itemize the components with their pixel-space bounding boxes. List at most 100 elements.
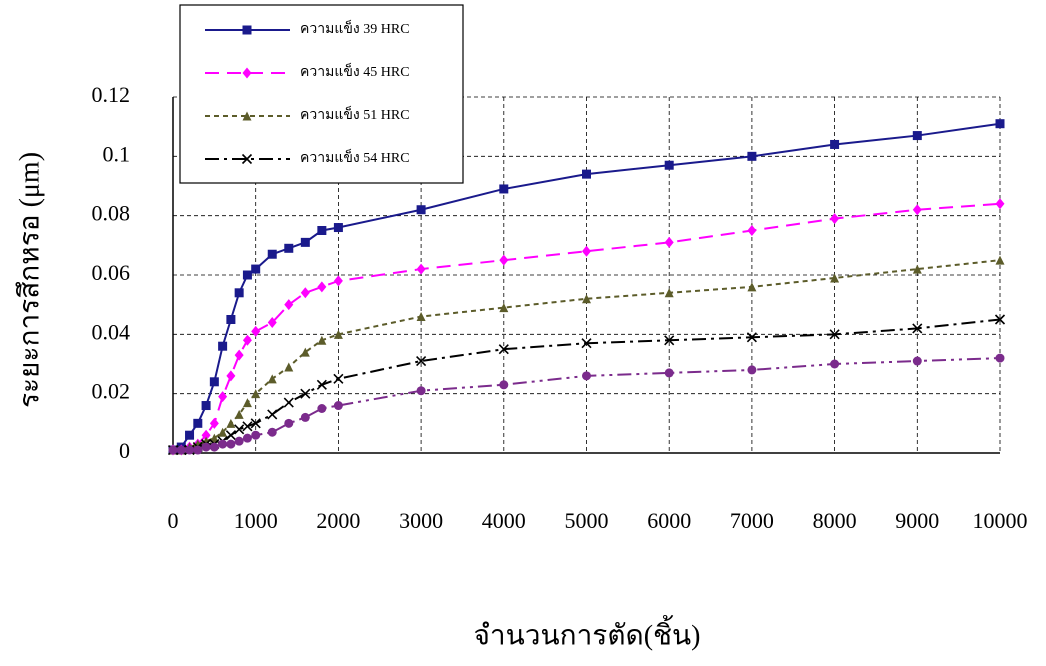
marker [664, 335, 675, 346]
marker [995, 119, 1005, 129]
marker [664, 236, 674, 248]
marker [193, 418, 203, 428]
marker [284, 299, 294, 311]
marker [267, 249, 277, 259]
marker [995, 353, 1005, 363]
marker [499, 254, 509, 266]
marker [242, 334, 252, 346]
marker [499, 380, 509, 390]
marker [242, 25, 252, 35]
marker [201, 429, 211, 441]
marker [581, 338, 592, 349]
x-tick-label: 4000 [482, 508, 526, 533]
marker [912, 323, 923, 334]
marker [234, 349, 244, 361]
x-tick-label: 6000 [647, 508, 691, 533]
x-tick-label: 1000 [234, 508, 278, 533]
x-tick-label: 10000 [973, 508, 1028, 533]
marker [995, 255, 1005, 265]
marker [242, 398, 252, 408]
x-tick-label: 8000 [813, 508, 857, 533]
marker [830, 359, 840, 369]
x-tick-label: 0 [168, 508, 179, 533]
marker [234, 424, 245, 435]
marker [267, 316, 277, 328]
marker [416, 386, 426, 396]
marker [664, 288, 674, 298]
marker [226, 370, 236, 382]
marker [912, 204, 922, 216]
marker [242, 111, 252, 121]
marker [242, 421, 253, 432]
marker [746, 332, 757, 343]
marker [316, 379, 327, 390]
marker [284, 362, 294, 372]
legend-label: ความแข็ง 45 HRC [300, 62, 410, 80]
marker [912, 264, 922, 274]
marker [333, 275, 343, 287]
marker [267, 427, 277, 437]
legend-label: ความแข็ง 54 HRC [300, 148, 410, 166]
marker [218, 391, 228, 403]
legend-label: ความแข็ง 39 HRC [300, 19, 410, 37]
marker [267, 374, 277, 384]
marker [912, 131, 922, 141]
x-axis-label: จำนวนการตัด(ชิ้น) [473, 614, 700, 651]
marker [185, 445, 195, 455]
marker [226, 439, 236, 449]
marker [664, 160, 674, 170]
y-tick-label: 0.02 [92, 379, 131, 404]
marker [234, 288, 244, 298]
x-tick-label: 5000 [565, 508, 609, 533]
marker [829, 329, 840, 340]
marker [226, 418, 236, 428]
y-tick-label: 0.12 [92, 82, 131, 107]
marker [416, 205, 426, 215]
marker [226, 315, 236, 324]
marker [333, 401, 343, 411]
marker [218, 427, 228, 437]
marker [168, 445, 178, 455]
marker [225, 430, 236, 441]
marker [664, 368, 674, 378]
marker [499, 303, 509, 313]
marker [498, 344, 509, 355]
marker [317, 335, 327, 345]
marker [317, 404, 327, 413]
marker [241, 153, 253, 165]
marker [251, 430, 261, 440]
marker [242, 270, 252, 280]
marker [747, 225, 757, 236]
x-tick-label: 2000 [316, 508, 360, 533]
marker [747, 151, 757, 161]
marker [333, 223, 343, 233]
legend-box [179, 4, 464, 184]
series-line [173, 357, 1001, 452]
marker [193, 445, 203, 455]
marker [300, 388, 311, 399]
marker [267, 409, 278, 420]
marker [250, 418, 261, 429]
marker [300, 412, 310, 422]
marker [209, 377, 219, 387]
marker [747, 282, 757, 292]
y-axis-label: ระยะการสึกหรอ (μm) [14, 152, 45, 408]
y-tick-label: 0 [119, 438, 130, 463]
marker [582, 371, 591, 381]
marker [218, 439, 228, 449]
marker [201, 442, 211, 452]
marker [830, 213, 840, 225]
marker [747, 365, 757, 375]
marker [416, 355, 427, 367]
marker [251, 389, 261, 399]
marker [284, 243, 294, 253]
marker [333, 329, 343, 339]
marker [317, 226, 327, 235]
y-tick-label: 0.06 [92, 260, 131, 285]
marker [209, 442, 219, 452]
marker [300, 237, 310, 247]
x-tick-label: 9000 [895, 508, 939, 533]
y-tick-label: 0.08 [92, 201, 131, 226]
marker [251, 264, 261, 274]
